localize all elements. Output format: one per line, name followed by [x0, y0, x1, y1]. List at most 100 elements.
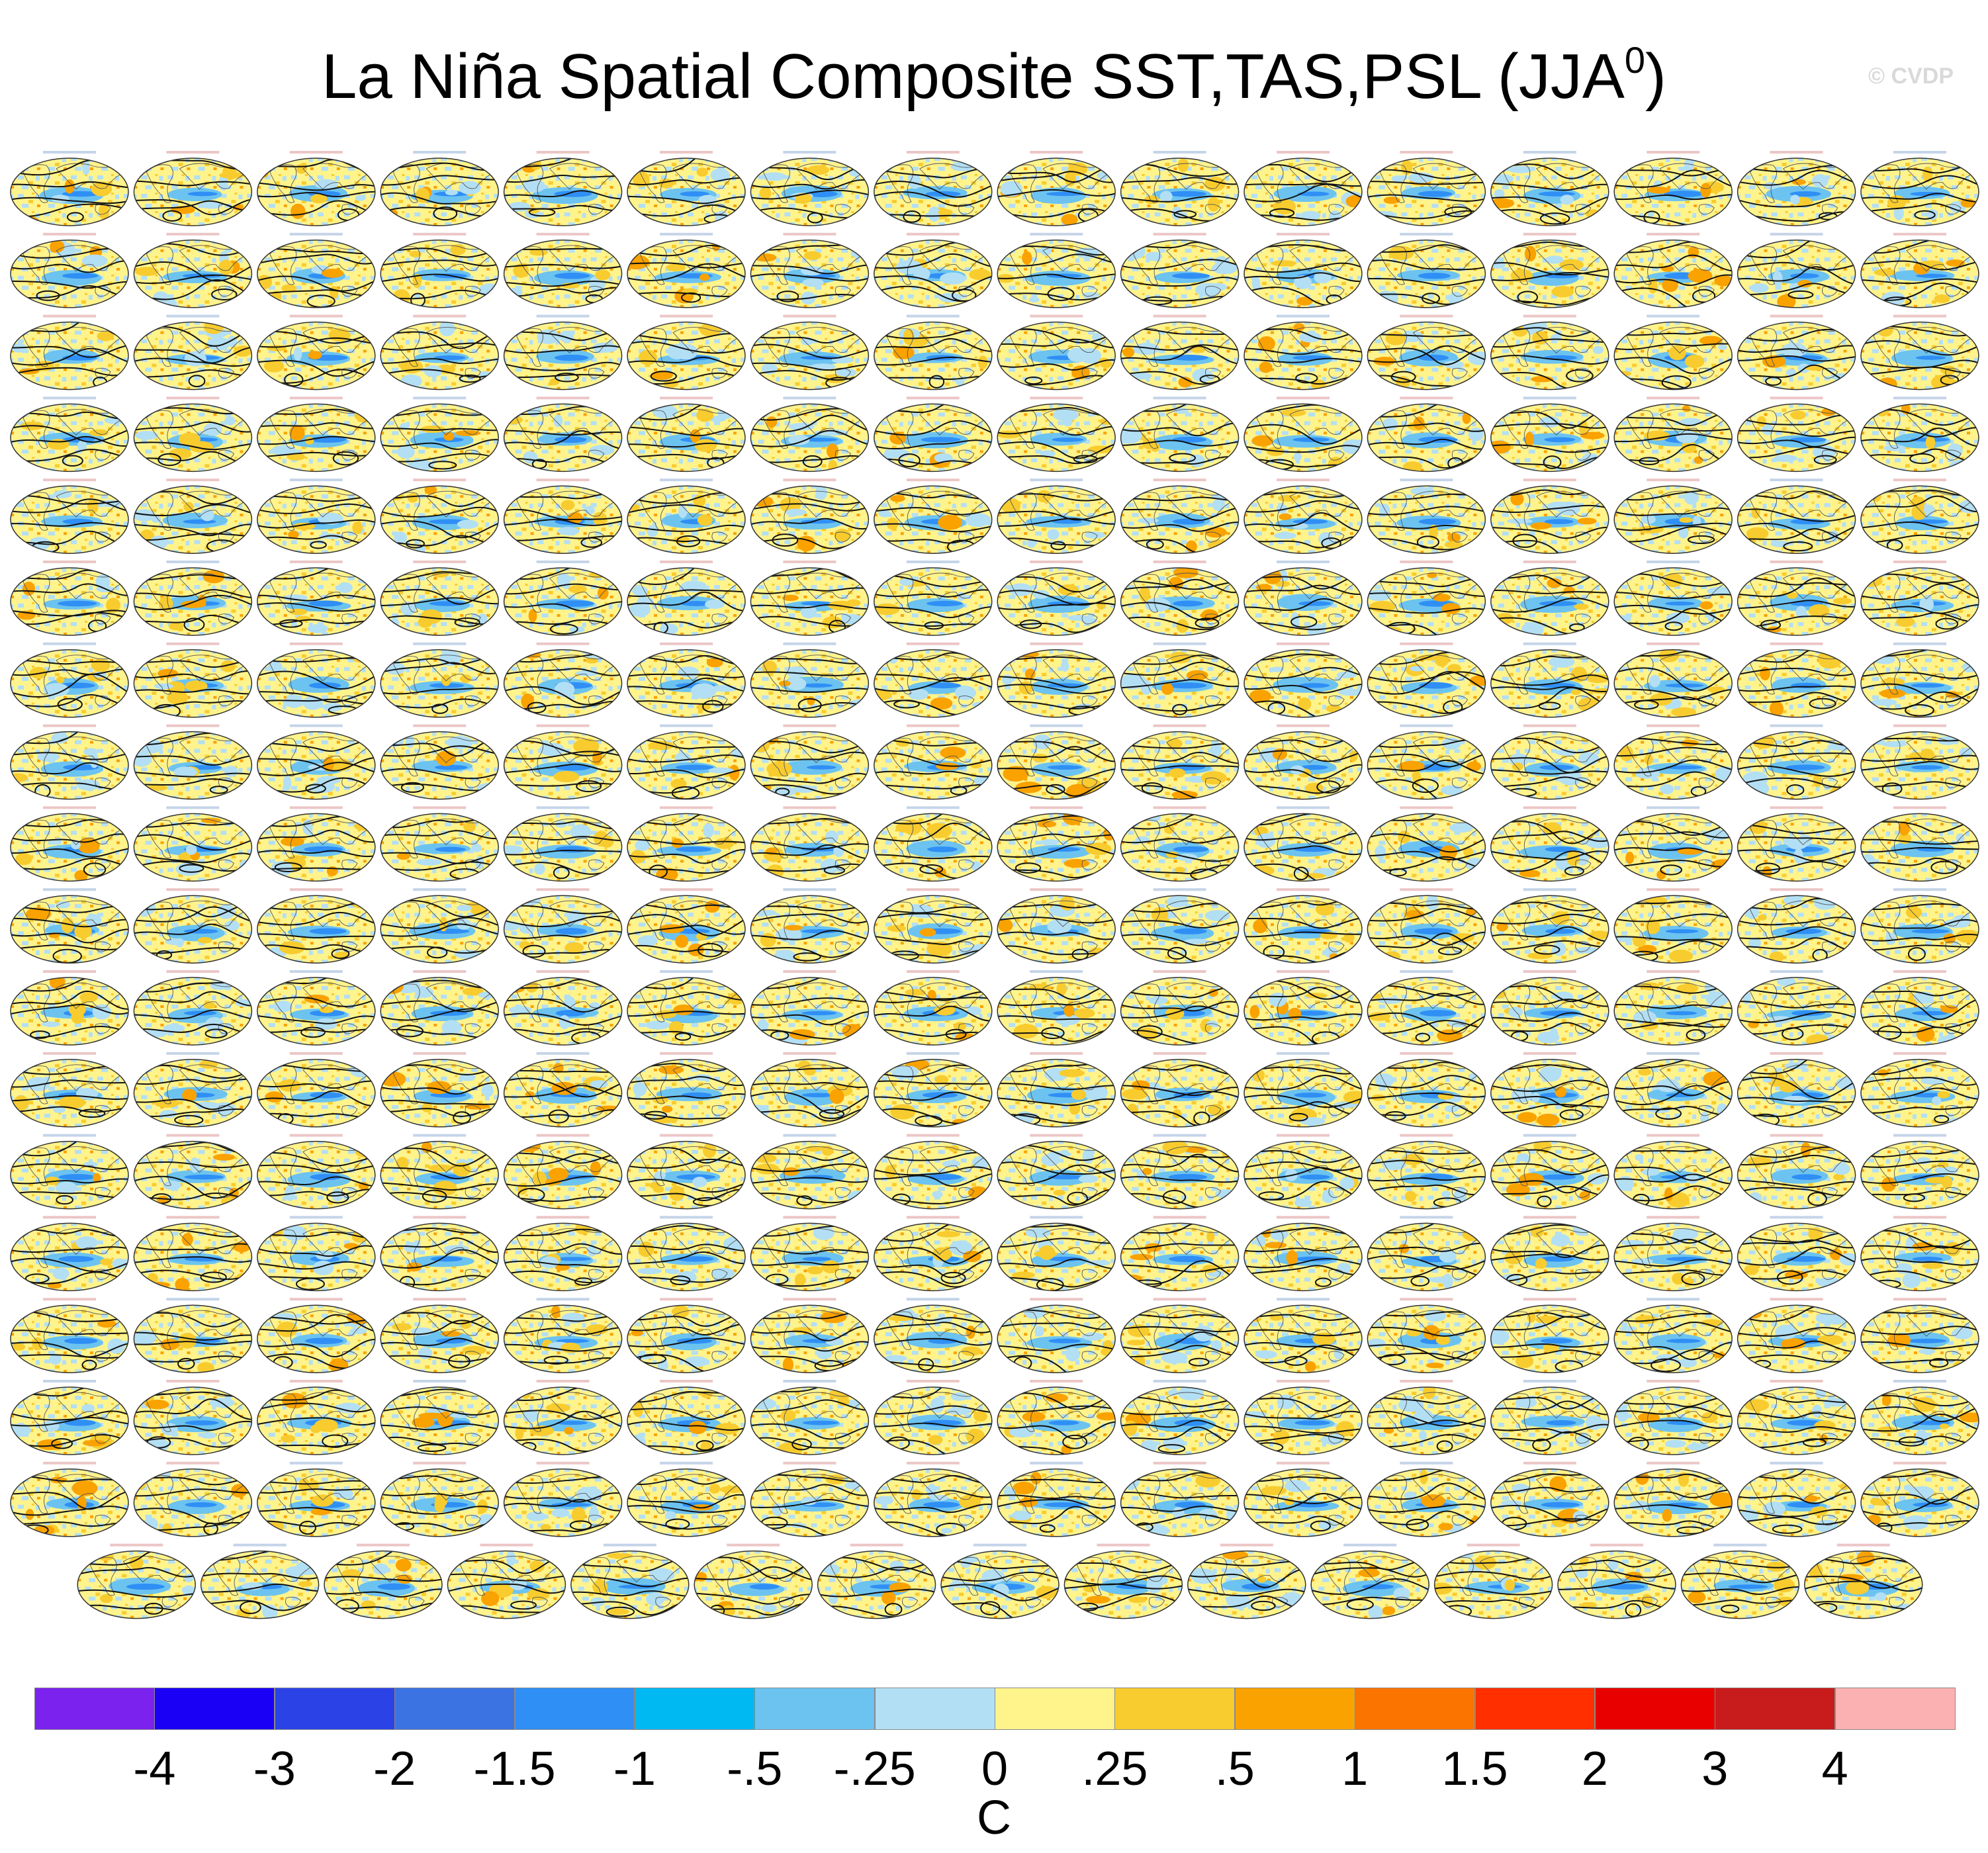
- map-panel: [257, 151, 376, 226]
- colorbar-box: [1114, 1688, 1236, 1730]
- panel-label: [166, 1052, 220, 1055]
- panel-label: [1030, 151, 1083, 154]
- panel-label: [413, 888, 467, 891]
- map-panel: [257, 561, 376, 636]
- panel-label: [536, 396, 590, 400]
- panel-label: [660, 806, 713, 809]
- map-panel: [874, 1052, 993, 1128]
- map-panel: [1490, 806, 1609, 882]
- map-panel: [503, 232, 623, 308]
- panel-label: [783, 1298, 836, 1301]
- panel-label: [1030, 1461, 1083, 1465]
- panel-label: [166, 314, 220, 318]
- map-panel: [627, 1134, 746, 1210]
- panel-label: [1523, 314, 1576, 318]
- panel-label: [1647, 888, 1700, 891]
- map-panel: [1860, 1380, 1979, 1455]
- map-panel: [10, 1216, 129, 1292]
- map-panel: [1737, 888, 1856, 964]
- panel-label: [906, 561, 960, 563]
- map-panel: [257, 1298, 376, 1373]
- map-panel: [997, 970, 1116, 1046]
- panel-label: [289, 232, 343, 236]
- map-panel: [1490, 1134, 1609, 1210]
- panel-label: [1893, 1298, 1946, 1301]
- panel-label: [1647, 1380, 1700, 1382]
- map-panel: [627, 1380, 746, 1455]
- panel-label: [1647, 314, 1700, 318]
- panel-label: [660, 1461, 713, 1465]
- map-panel: [1737, 724, 1856, 800]
- map-panel: [997, 1380, 1116, 1455]
- map-panel: [10, 806, 129, 882]
- panel-label: [166, 970, 220, 973]
- panel-label: [536, 1052, 590, 1055]
- panel-label: [1523, 1298, 1576, 1301]
- panel-label: [1153, 806, 1206, 809]
- panel-label: [1030, 642, 1083, 645]
- map-panel: [380, 970, 499, 1046]
- map-panel: [1120, 1461, 1240, 1537]
- colorbar-box: [754, 1688, 876, 1730]
- map-panel: [1367, 151, 1486, 226]
- map-panel: [133, 1052, 253, 1128]
- map-panel: [257, 888, 376, 964]
- map-panel: [133, 642, 253, 718]
- panel-label: [289, 970, 343, 973]
- panel-label: [850, 1543, 903, 1547]
- map-panel: [133, 1380, 253, 1455]
- map-panel: [627, 806, 746, 882]
- panel-label: [1153, 1216, 1206, 1219]
- map-panel: [503, 478, 623, 554]
- panel-label: [1770, 970, 1823, 973]
- panel-label: [660, 1216, 713, 1219]
- panel-label: [1770, 888, 1823, 891]
- panel-label: [1647, 396, 1700, 400]
- map-panel: [750, 806, 870, 882]
- panel-label: [536, 1461, 590, 1465]
- panel-label: [43, 1298, 96, 1301]
- panel-label: [1523, 1380, 1576, 1382]
- panel-label: [1400, 396, 1453, 400]
- map-panel: [1490, 642, 1609, 718]
- panel-label: [289, 151, 343, 154]
- colorbar-box: [34, 1688, 155, 1730]
- panel-label: [1400, 1052, 1453, 1055]
- panel-label: [1836, 1543, 1890, 1547]
- map-panel: [1243, 724, 1363, 800]
- panel-label: [906, 806, 960, 809]
- map-panel: [133, 806, 253, 882]
- map-panel: [1860, 642, 1979, 718]
- watermark: © CVDP: [1868, 64, 1954, 89]
- panel-label: [783, 888, 836, 891]
- panel-label: [660, 232, 713, 236]
- panel-label: [536, 561, 590, 563]
- map-panel: [1737, 151, 1856, 226]
- map-panel: [1367, 1298, 1486, 1373]
- map-panel: [10, 151, 129, 226]
- map-panel: [1860, 1216, 1979, 1292]
- panel-label: [1400, 642, 1453, 645]
- panel-label: [906, 1134, 960, 1137]
- panel-label: [1713, 1543, 1767, 1547]
- panel-label: [783, 1380, 836, 1382]
- colorbar: [34, 1688, 1956, 1730]
- panel-label: [1647, 970, 1700, 973]
- panel-label: [413, 724, 467, 727]
- panel-label: [783, 642, 836, 645]
- map-panel: [10, 1134, 129, 1210]
- panel-label: [1893, 1461, 1946, 1465]
- map-panel: [874, 806, 993, 882]
- panel-label: [1277, 1134, 1330, 1137]
- map-panel: [997, 724, 1116, 800]
- panel-label: [43, 1461, 96, 1465]
- panel-label: [1030, 724, 1083, 727]
- panel-label: [1523, 806, 1576, 809]
- panel-label: [289, 806, 343, 809]
- map-panel: [1120, 1134, 1240, 1210]
- map-panel: [874, 151, 993, 226]
- panel-label: [289, 1461, 343, 1465]
- map-panel: [380, 314, 499, 390]
- panel-label: [1277, 232, 1330, 236]
